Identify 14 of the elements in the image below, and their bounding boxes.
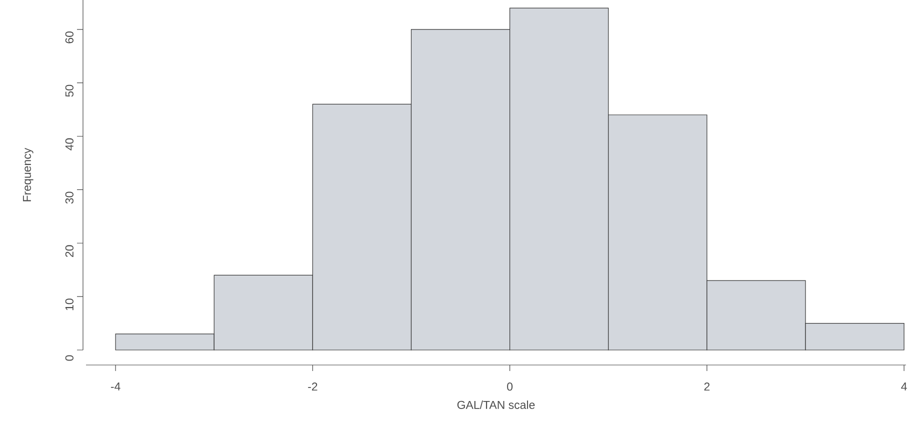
x-tick-label: 2	[704, 382, 710, 391]
y-tick-label: 60	[65, 31, 74, 44]
y-tick-label: 0	[65, 355, 74, 361]
x-tick-label: -4	[110, 382, 120, 390]
x-tick-label: 0	[507, 382, 513, 391]
x-axis-title: GAL/TAN scale	[457, 400, 535, 409]
y-tick-label: 50	[65, 84, 74, 97]
y-tick-label: 40	[65, 138, 74, 150]
y-tick-label: 20	[65, 245, 74, 257]
x-tick-label: -2	[308, 382, 318, 391]
y-axis-title: Frequency	[22, 148, 34, 202]
y-tick-label: 30	[65, 192, 74, 204]
y-tick-label: 10	[65, 298, 74, 310]
x-tick-label: 4	[901, 382, 907, 390]
